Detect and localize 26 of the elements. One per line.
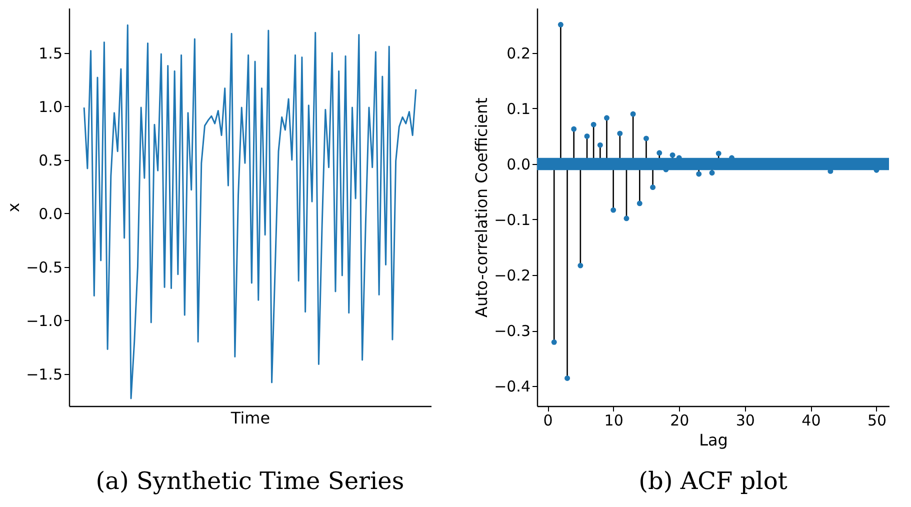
x-tick-label: 10 <box>604 412 624 430</box>
y-axis-title: x <box>4 202 24 212</box>
y-tick-label: −0.2 <box>494 266 530 284</box>
y-tick-label: −0.4 <box>494 378 530 396</box>
y-tick-label: 0.5 <box>38 151 62 170</box>
y-tick-label: 0.1 <box>506 100 530 118</box>
text: (b) ACF plot <box>638 467 788 495</box>
y-tick-label: −0.3 <box>494 322 530 340</box>
y-tick-label: 0.0 <box>38 204 62 223</box>
y-tick-label: 1.0 <box>38 98 62 116</box>
y-tick-label: 1.5 <box>38 44 62 62</box>
y-tick-label: −0.1 <box>494 210 530 229</box>
x-tick-label: 0 <box>543 412 553 430</box>
y-tick-label: 0.0 <box>506 155 530 174</box>
x-axis-title: Time <box>230 408 270 428</box>
x-tick-label: 50 <box>867 412 887 430</box>
x-tick-label: 30 <box>736 412 755 430</box>
y-axis-title: Auto-correlation Coefficient <box>472 98 492 318</box>
y-tick-label: −1.0 <box>26 312 62 330</box>
text: (a) Synthetic Time Series <box>96 467 404 495</box>
y-tick-label: −1.5 <box>26 365 62 384</box>
y-tick-label: −0.5 <box>26 258 62 276</box>
x-tick-label: 20 <box>670 412 690 430</box>
x-tick-label: 40 <box>802 412 821 430</box>
x-axis-title: Lag <box>699 430 728 450</box>
y-tick-label: 0.2 <box>506 44 530 62</box>
